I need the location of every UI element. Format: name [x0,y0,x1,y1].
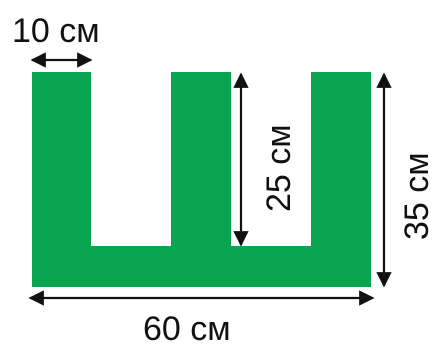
prong-width-label: 10 см [12,12,100,50]
sha-letter-shape [32,72,371,287]
inner-height-label: 25 см [260,124,298,212]
total-height-label: 35 см [398,152,432,240]
total-width-label: 60 см [143,310,231,348]
